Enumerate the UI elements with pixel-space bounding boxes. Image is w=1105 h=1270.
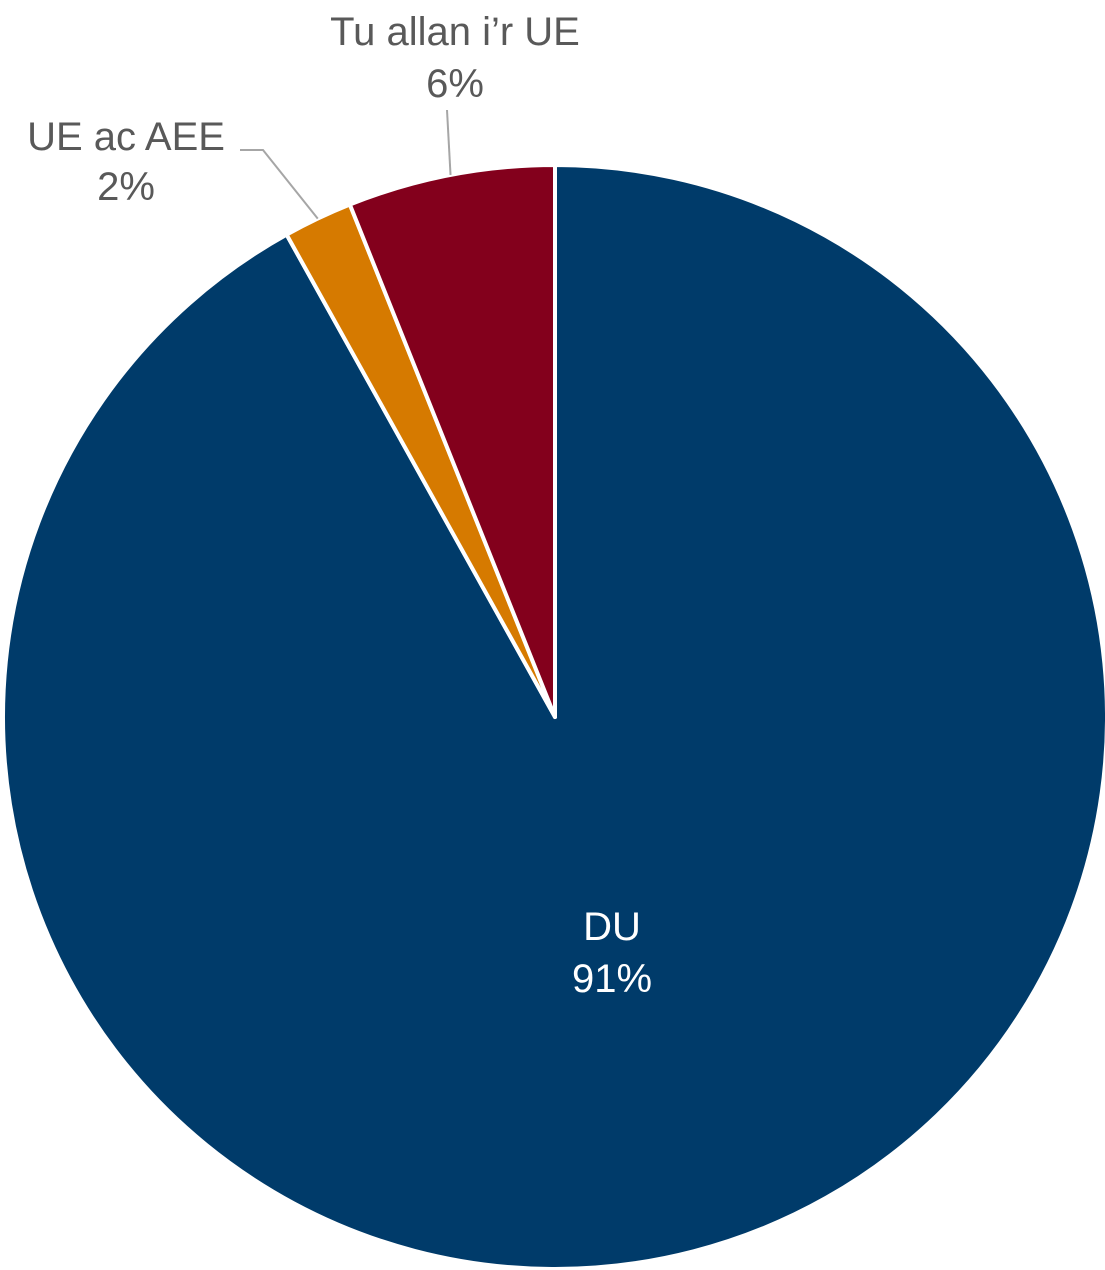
slice-value-du: 91%: [572, 957, 652, 1001]
slice-label-ue-ac-aee: UE ac AEE: [27, 115, 225, 159]
leader-lines: [240, 109, 452, 220]
leader-line-ue-ac-aee: [240, 149, 319, 220]
slice-value-ue-ac-aee: 2%: [97, 165, 155, 209]
pie-slices: [0, 163, 1105, 1270]
slice-label-du: DU: [583, 905, 641, 949]
slice-tu-allan: [347, 163, 557, 719]
leader-line-tu-allan: [446, 109, 452, 176]
slice-value-tu-allan: 6%: [426, 62, 484, 106]
slice-label-tu-allan: Tu allan i’r UE: [330, 10, 580, 54]
